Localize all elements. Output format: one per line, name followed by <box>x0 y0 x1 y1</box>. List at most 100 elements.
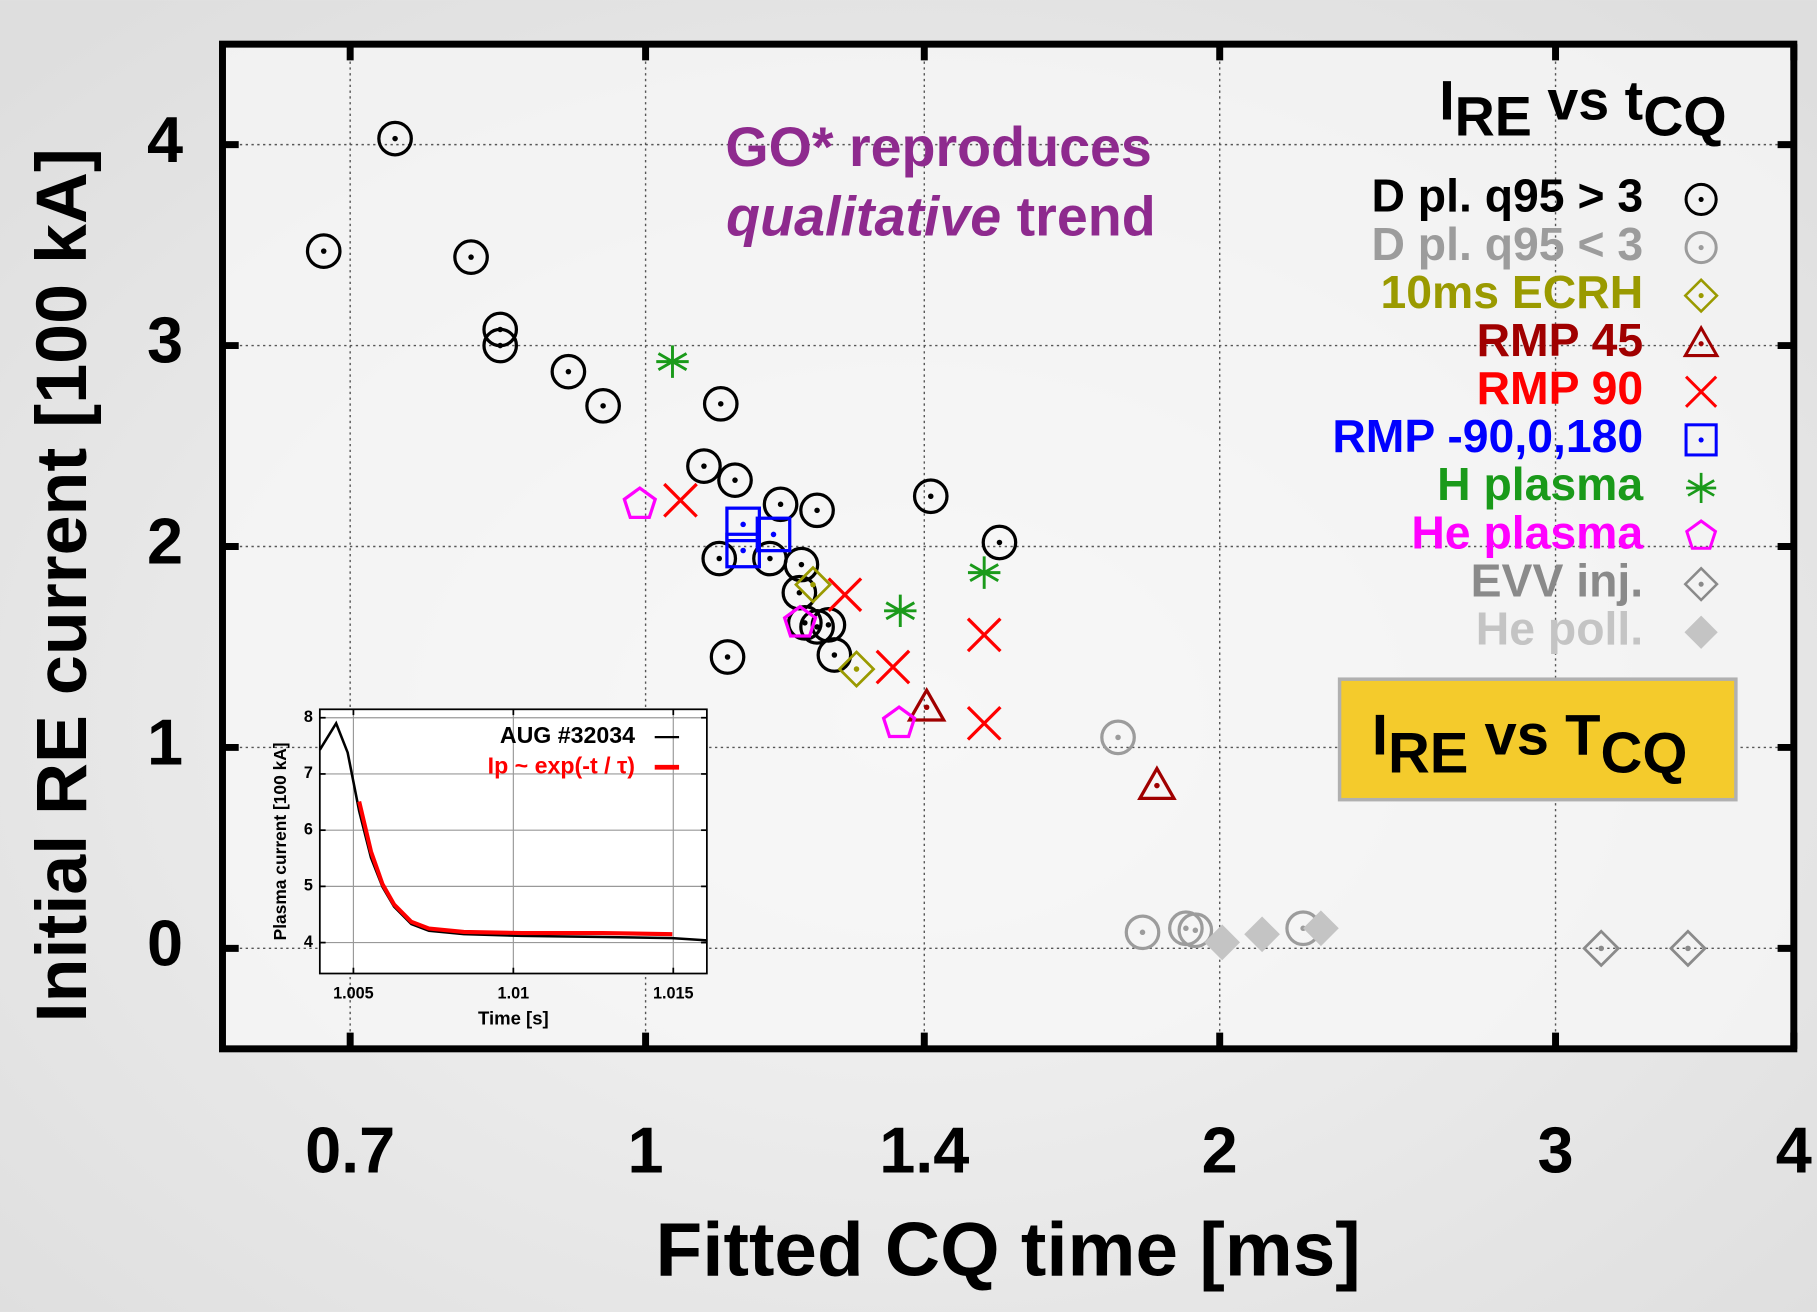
marker-ring <box>1100 719 1136 756</box>
text-part: vs T <box>1468 704 1600 768</box>
marker-ring <box>912 478 949 515</box>
annotation: qualitative trend <box>726 185 1156 247</box>
marker-ring <box>1177 912 1214 949</box>
marker-dot <box>1139 929 1146 936</box>
x-axis-label: Fitted CQ time [ms] <box>656 1207 1361 1292</box>
marker <box>701 540 738 577</box>
marker-pentagon <box>782 604 818 638</box>
marker-dot <box>1698 244 1704 251</box>
marker <box>709 639 746 675</box>
marker-square <box>1684 423 1718 457</box>
marker-dot <box>718 401 724 407</box>
line <box>357 801 673 937</box>
y-tick-label: 4 <box>147 103 183 176</box>
marker-diamond <box>1684 615 1718 649</box>
text-part: RE <box>1455 86 1532 148</box>
marker <box>1683 566 1719 602</box>
marker-dot <box>802 620 808 626</box>
marker-asterisk <box>1686 472 1717 504</box>
marker-dot <box>923 704 930 711</box>
marker <box>1137 765 1177 801</box>
marker <box>482 327 519 364</box>
marker-diamond <box>794 565 832 604</box>
y-tick-label: 1 <box>147 706 183 779</box>
marker-dot <box>810 581 816 588</box>
legend-label: H plasma <box>1437 458 1644 510</box>
marker-asterisk <box>967 556 1001 589</box>
inset-x-label: Time [s] <box>478 1008 549 1029</box>
plot-frame <box>318 708 708 975</box>
legend-label: 10ms ECRH <box>1380 266 1643 318</box>
marker <box>782 604 818 638</box>
marker <box>550 353 587 390</box>
marker-cross <box>1684 375 1718 408</box>
marker <box>967 556 1001 589</box>
marker-ring <box>816 637 853 673</box>
marker-dot <box>831 652 838 658</box>
text-part: trend <box>1001 185 1155 247</box>
marker <box>663 482 698 518</box>
marker <box>1685 519 1718 550</box>
marker-diamond <box>1244 916 1280 953</box>
marker-dot <box>996 539 1003 546</box>
legend-label: RMP 45 <box>1477 314 1644 366</box>
marker-ring <box>702 385 739 422</box>
marker-dot <box>1192 927 1199 934</box>
marker <box>1303 910 1339 947</box>
marker <box>875 649 911 685</box>
marker-dot <box>740 521 746 528</box>
marker-ring <box>799 609 835 645</box>
marker <box>981 524 1018 561</box>
marker-dot <box>814 507 820 514</box>
marker <box>1582 929 1621 968</box>
marker-ring <box>686 448 722 484</box>
legend-label: He plasma <box>1411 506 1644 558</box>
marker-dot <box>853 666 860 672</box>
marker <box>1683 277 1719 314</box>
marker-asterisk <box>884 594 917 628</box>
marker-triangle <box>1682 324 1720 358</box>
marker-dot <box>392 135 398 142</box>
marker-cross <box>875 649 911 685</box>
marker-triangle <box>906 686 947 722</box>
marker <box>305 233 342 269</box>
marker <box>1124 914 1161 951</box>
marker-ring <box>981 524 1018 561</box>
marker <box>1100 719 1136 756</box>
marker <box>912 478 949 515</box>
text-part: GO* reproduces <box>725 115 1151 177</box>
marker <box>377 120 413 157</box>
y-tick-label: 3 <box>147 304 183 377</box>
marker-dot <box>1698 581 1704 587</box>
marker-ring <box>717 462 753 499</box>
text-part: CQ <box>1643 86 1726 148</box>
marker <box>622 486 658 520</box>
marker-dot <box>732 477 738 483</box>
x-tick-label: 2 <box>1202 1114 1238 1187</box>
marker-dot <box>777 501 784 508</box>
marker-ring <box>453 239 489 275</box>
marker-diamond <box>1668 929 1707 968</box>
y-tick-label: 5 <box>304 877 313 895</box>
marker-dot <box>798 561 805 568</box>
marker-dot <box>701 463 707 469</box>
y-tick-label: 8 <box>304 708 313 726</box>
marker-dot <box>770 531 777 538</box>
marker-dot <box>1154 782 1160 789</box>
marker <box>1204 924 1241 961</box>
marker <box>1684 182 1718 217</box>
marker-ring <box>701 540 738 577</box>
marker-dot <box>1598 945 1604 952</box>
marker-ring <box>377 120 413 157</box>
marker-dot <box>468 254 474 260</box>
x-tick-label: 1.01 <box>498 985 530 1003</box>
marker <box>725 506 761 543</box>
annotation: GO* reproduces <box>725 115 1151 177</box>
marker <box>799 492 835 529</box>
marker <box>794 565 832 604</box>
marker <box>881 705 917 739</box>
marker-ring <box>709 639 746 675</box>
marker-dot <box>1698 196 1704 202</box>
marker <box>585 387 621 424</box>
